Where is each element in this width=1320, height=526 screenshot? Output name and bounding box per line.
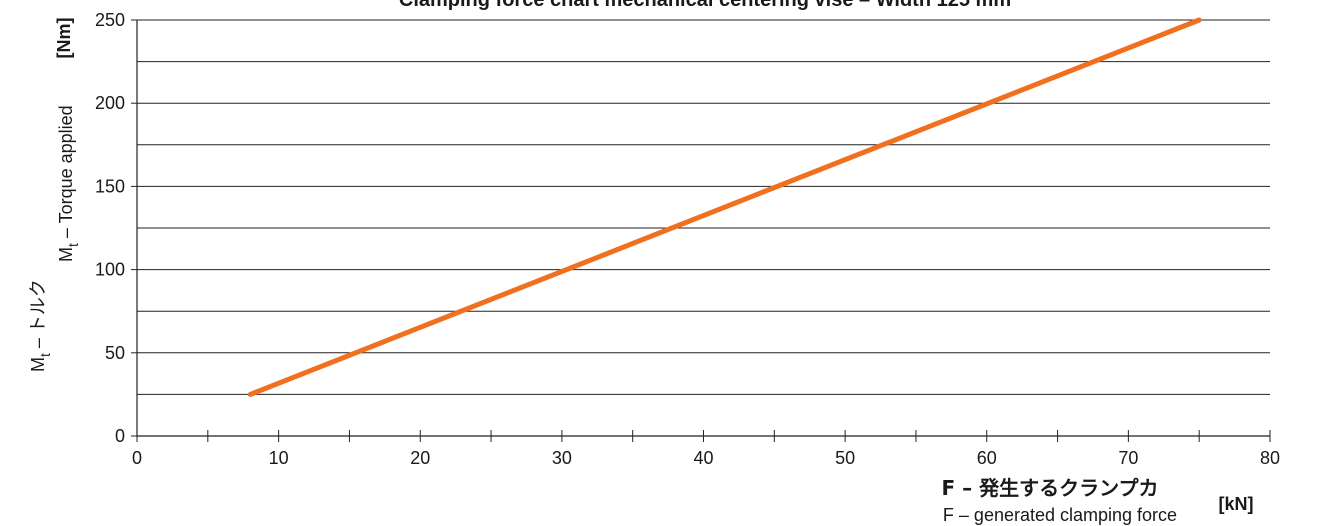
y-label-ja-main: M (28, 357, 48, 372)
x-tick-label: 80 (1260, 448, 1280, 468)
x-tick-label: 40 (693, 448, 713, 468)
x-tick-label: 10 (269, 448, 289, 468)
y-tick-label: 250 (95, 10, 125, 30)
y-axis-unit: [Nm] (54, 18, 74, 59)
y-tick-label: 50 (105, 343, 125, 363)
y-label-ja-sub: t (37, 353, 53, 357)
x-axis-label-ja: F – 発生するクランプカ (942, 476, 1159, 500)
y-label-en-rest: – Torque applied (56, 105, 76, 243)
chart-title: Clamping force chart mechanical centerin… (399, 0, 1011, 11)
y-tick-label: 0 (115, 426, 125, 446)
y-tick-label: 200 (95, 93, 125, 113)
y-tick-label: 100 (95, 260, 125, 280)
ticks: 0 50 100 150 200 250 0 10 20 30 40 50 60 70 80 (95, 10, 1280, 468)
x-tick-label: 0 (132, 448, 142, 468)
x-tick-label: 20 (410, 448, 430, 468)
y-axis-label-ja: Mt – トルク (28, 279, 53, 372)
y-label-en-sub: t (65, 243, 81, 247)
x-tick-label: 50 (835, 448, 855, 468)
x-axis-label-en: F – generated clamping force (943, 505, 1177, 525)
y-label-en-main: M (56, 247, 76, 262)
series-layer (247, 17, 1202, 397)
y-axis-label-en: Mt – Torque applied (56, 105, 81, 262)
y-label-ja-rest: – トルク (28, 279, 48, 353)
grid-lines (137, 19, 1270, 395)
series-line (247, 17, 1202, 397)
x-tick-label: 70 (1118, 448, 1138, 468)
x-tick-label: 30 (552, 448, 572, 468)
x-tick-label: 60 (977, 448, 997, 468)
y-tick-label: 150 (95, 176, 125, 196)
x-axis-unit: [kN] (1219, 494, 1254, 514)
